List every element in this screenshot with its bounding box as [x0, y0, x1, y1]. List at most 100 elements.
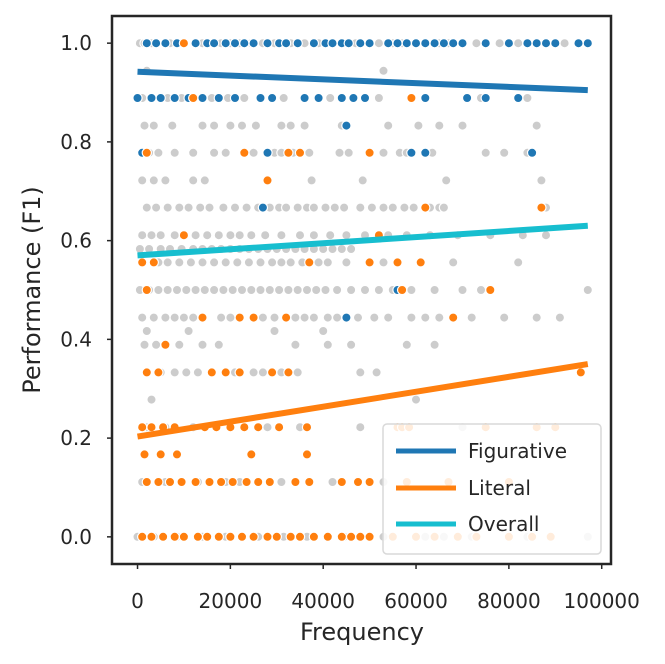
data-point-overall — [336, 243, 347, 255]
trend-line-literal — [137, 361, 589, 440]
data-point-figurative — [141, 38, 152, 49]
y-tick-label: 0.0 — [60, 525, 92, 549]
data-point-figurative — [213, 92, 224, 104]
data-point-overall — [208, 257, 220, 268]
data-point-literal — [187, 92, 199, 104]
data-point-literal — [290, 476, 301, 488]
data-point-literal — [213, 531, 224, 543]
data-point-overall — [457, 120, 468, 131]
data-point-overall — [522, 92, 533, 104]
data-point-literal — [248, 312, 259, 323]
data-point-literal — [266, 367, 278, 378]
data-point-figurative — [420, 92, 431, 104]
data-point-literal — [301, 449, 313, 460]
data-point-overall — [243, 257, 255, 268]
data-point-overall — [146, 229, 157, 241]
data-point-overall — [162, 257, 173, 268]
data-point-overall — [359, 284, 371, 296]
data-point-literal — [141, 147, 152, 158]
data-point-overall — [480, 147, 491, 158]
data-point-overall — [378, 147, 389, 158]
data-point-literal — [220, 367, 231, 378]
data-point-figurative — [540, 38, 552, 49]
data-point-overall — [559, 38, 570, 49]
data-point-literal — [283, 367, 294, 378]
data-point-literal — [215, 476, 227, 488]
data-point-literal — [236, 531, 248, 543]
data-point-overall — [304, 147, 315, 158]
data-point-figurative — [239, 38, 250, 49]
data-point-overall — [343, 147, 354, 158]
data-point-figurative — [208, 38, 220, 49]
data-point-literal — [148, 257, 159, 268]
data-point-overall — [471, 38, 482, 49]
data-point-overall — [331, 284, 343, 296]
data-point-figurative — [461, 92, 473, 104]
data-point-figurative — [313, 92, 324, 104]
data-point-overall — [208, 284, 220, 296]
data-point-overall — [269, 312, 280, 323]
data-point-overall — [308, 202, 320, 213]
data-point-literal — [169, 531, 180, 543]
data-point-overall — [150, 339, 162, 350]
data-point-figurative — [197, 92, 208, 104]
data-point-literal — [536, 202, 547, 213]
data-point-overall — [531, 120, 542, 131]
data-point-literal — [396, 284, 408, 296]
data-point-figurative — [526, 147, 538, 158]
y-tick-label: 0.8 — [60, 130, 92, 154]
data-point-literal — [352, 476, 364, 488]
data-point-overall — [218, 284, 229, 296]
data-point-literal — [248, 531, 259, 543]
data-point-overall — [234, 229, 245, 241]
data-point-figurative — [220, 38, 231, 49]
data-point-literal — [139, 449, 150, 460]
data-point-overall — [378, 257, 389, 268]
data-point-literal — [283, 147, 294, 158]
data-point-literal — [153, 476, 164, 488]
data-point-overall — [582, 284, 594, 296]
legend-label-literal: Literal — [468, 476, 531, 500]
data-point-literal — [271, 531, 282, 543]
legend-label-overall: Overall — [468, 512, 539, 536]
data-point-overall — [187, 147, 199, 158]
data-point-overall — [438, 202, 450, 213]
data-point-literal — [178, 229, 190, 241]
data-point-figurative — [359, 92, 371, 104]
data-point-overall — [162, 284, 173, 296]
data-point-literal — [575, 367, 587, 378]
data-point-overall — [153, 284, 164, 296]
plot-frame — [110, 14, 613, 566]
data-point-overall — [199, 175, 210, 186]
data-point-overall — [283, 284, 294, 296]
data-point-literal — [294, 147, 306, 158]
data-point-literal — [239, 422, 250, 433]
data-point-overall — [204, 202, 215, 213]
data-point-literal — [304, 476, 315, 488]
data-point-literal — [392, 257, 403, 268]
data-point-overall — [162, 202, 173, 213]
data-point-overall — [181, 284, 192, 296]
data-point-overall — [225, 312, 236, 323]
data-point-overall — [276, 120, 287, 131]
data-point-overall — [160, 175, 171, 186]
data-point-literal — [364, 147, 375, 158]
data-point-overall — [255, 257, 266, 268]
data-point-overall — [192, 367, 204, 378]
data-point-overall — [341, 229, 352, 241]
data-point-overall — [232, 257, 243, 268]
data-point-literal — [241, 476, 252, 488]
data-point-literal — [322, 531, 333, 543]
data-point-literal — [285, 531, 296, 543]
data-point-overall — [155, 229, 166, 241]
data-point-literal — [420, 202, 431, 213]
data-point-overall — [146, 394, 157, 405]
data-point-figurative — [146, 92, 157, 104]
data-point-overall — [225, 120, 236, 131]
data-point-literal — [190, 476, 201, 488]
data-point-overall — [434, 120, 445, 131]
data-point-figurative — [155, 92, 166, 104]
data-point-overall — [174, 339, 185, 350]
legend: Figurative Literal Overall — [382, 423, 602, 555]
